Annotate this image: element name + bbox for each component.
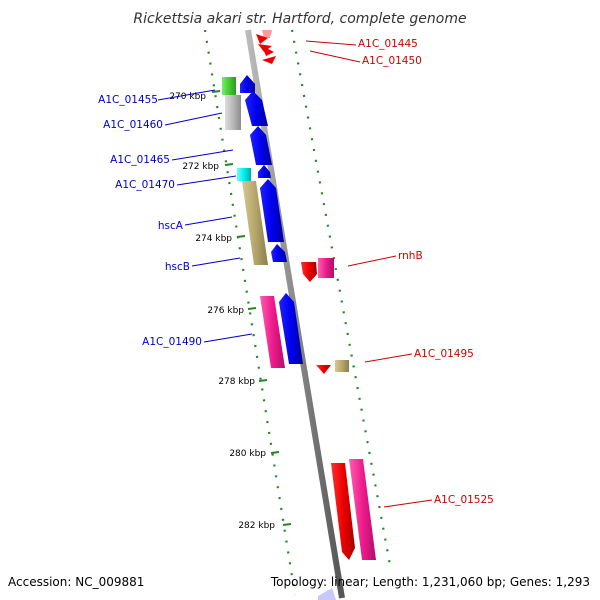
tick-282 (282, 523, 292, 526)
label-A1C_01470: A1C_01470 (115, 179, 175, 191)
backbone-end-marker (318, 588, 336, 600)
gene-A1C_01525-red (331, 463, 355, 560)
leader-line (364, 353, 413, 363)
gene-hscA (242, 181, 268, 265)
gene-arrow (250, 126, 272, 165)
gene-A1C_01495-red (316, 365, 331, 374)
gene-arrow (256, 34, 268, 44)
tick-270 (211, 90, 221, 93)
leader-line (157, 89, 216, 101)
right-gene-labels: A1C_01445 A1C_01450 rnhB A1C_01495 A1C_0… (358, 38, 494, 506)
gene-arrow (245, 91, 268, 126)
left-genes (222, 77, 285, 368)
leader-line (203, 333, 253, 343)
gene-rnhB-red (301, 262, 317, 282)
leader-line (184, 216, 233, 226)
kbp-label-270: 270 kbp (169, 92, 206, 102)
blue-genes (240, 75, 303, 364)
label-A1C_01495: A1C_01495 (414, 348, 474, 360)
label-A1C_01525: A1C_01525 (434, 494, 494, 506)
top-features (256, 30, 276, 64)
leader-line (347, 255, 397, 267)
label-hscB: hscB (165, 261, 190, 273)
leader-line (176, 175, 237, 186)
gene-A1C_01525-pink (349, 459, 376, 560)
label-rnhB: rnhB (398, 250, 423, 262)
gene-arrow (240, 75, 255, 93)
label-A1C_01490: A1C_01490 (142, 336, 202, 348)
guide-lines (203, 29, 392, 596)
topology-text: Topology: linear; Length: 1,231,060 bp; … (270, 575, 590, 589)
gene-arrow (262, 30, 272, 38)
tick-276 (247, 307, 257, 310)
tick-280 (270, 451, 280, 454)
kbp-label-278: 278 kbp (218, 377, 255, 387)
leader-line (305, 40, 357, 46)
tick-278 (258, 379, 268, 382)
right-genes (301, 258, 376, 560)
label-A1C_01445: A1C_01445 (358, 38, 418, 50)
label-hscA: hscA (158, 220, 184, 232)
tick-274 (236, 235, 246, 238)
leader-line (383, 499, 433, 508)
left-gene-labels: A1C_01455 A1C_01460 A1C_01465 A1C_01470 … (98, 94, 202, 348)
right-leaders (305, 40, 433, 508)
kbp-label-274: 274 kbp (195, 234, 232, 244)
label-A1C_01455: A1C_01455 (98, 94, 158, 106)
gene-A1C_01495-olive (335, 360, 349, 372)
kbp-ticks (211, 90, 292, 526)
leader-line (171, 149, 234, 161)
label-A1C_01465: A1C_01465 (110, 154, 170, 166)
map-title: Rickettsia akari str. Hartford, complete… (133, 11, 466, 27)
label-A1C_01460: A1C_01460 (103, 119, 163, 131)
gene-A1C_01455 (222, 77, 236, 95)
leader-line (164, 112, 223, 126)
kbp-label-282: 282 kbp (238, 521, 275, 531)
label-A1C_01450: A1C_01450 (362, 55, 422, 67)
left-leaders (157, 89, 253, 343)
gene-rnhB-pink (318, 258, 334, 278)
gene-A1C_01470 (237, 168, 251, 181)
gene-arrow (262, 56, 276, 64)
tick-272 (224, 163, 234, 166)
gene-arrow (260, 179, 284, 242)
kbp-label-280: 280 kbp (229, 449, 266, 459)
leader-line (309, 50, 361, 63)
kbp-label-272: 272 kbp (182, 162, 219, 172)
gene-A1C_01490-pink (260, 296, 285, 368)
leader-line (191, 257, 241, 267)
gene-arrow (258, 165, 271, 178)
left-guide-line (203, 29, 297, 596)
gene-arrow (271, 244, 287, 262)
gene-arrow (262, 46, 274, 56)
gene-arrow (279, 293, 303, 364)
kbp-label-276: 276 kbp (207, 306, 244, 316)
gene-A1C_01460 (225, 95, 241, 130)
kbp-labels: 270 kbp 272 kbp 274 kbp 276 kbp 278 kbp … (169, 92, 275, 531)
accession-text: Accession: NC_009881 (8, 575, 144, 589)
